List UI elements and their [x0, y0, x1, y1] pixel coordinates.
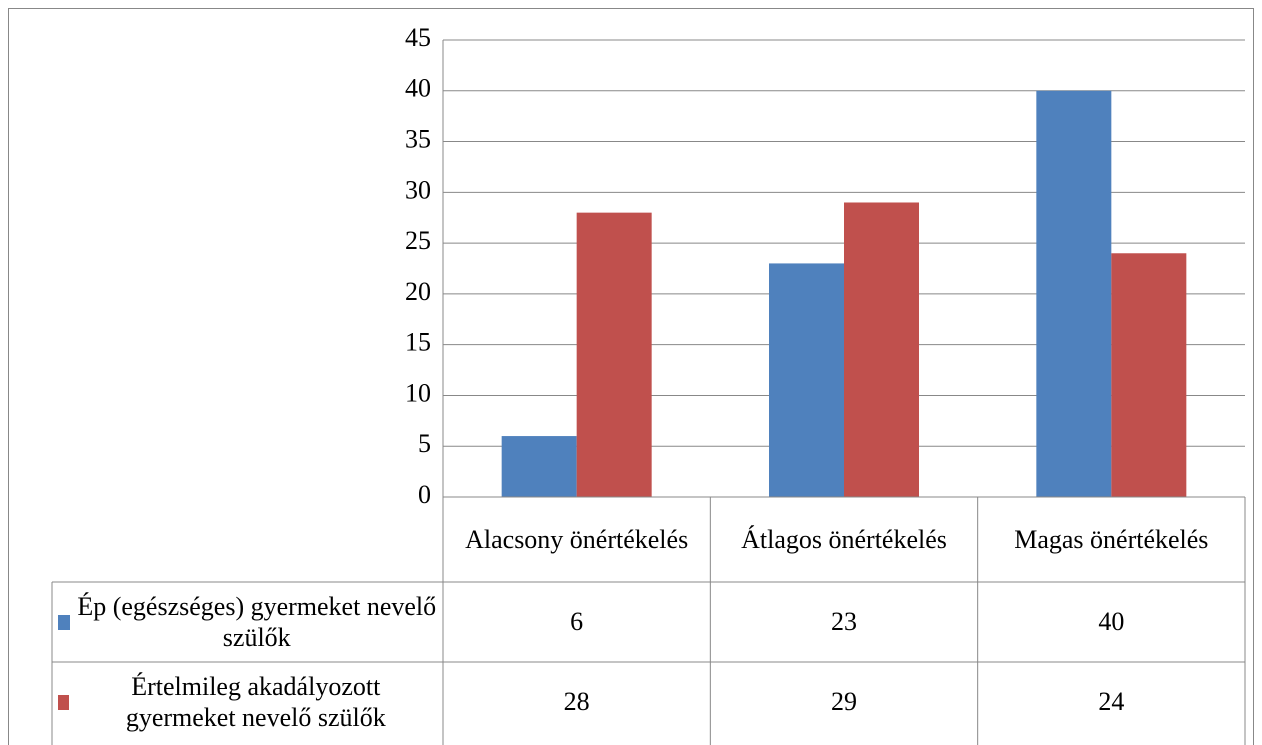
- bar: [1036, 90, 1112, 498]
- bar: [501, 436, 577, 497]
- category-cell-label: Magas önértékelés: [1014, 524, 1209, 554]
- table-value-label: 40: [1098, 607, 1125, 637]
- category-cell-label: Alacsony önértékelés: [465, 524, 689, 554]
- y-tick-label: 0: [418, 480, 431, 509]
- category-cell: Magas önértékelés: [978, 497, 1245, 582]
- table-value: 28: [443, 662, 710, 742]
- table-value: 40: [978, 582, 1245, 662]
- table-value: 24: [978, 662, 1245, 742]
- y-tick-label: 35: [405, 125, 431, 154]
- bar: [576, 212, 652, 497]
- table-value-label: 29: [830, 687, 857, 717]
- category-cell: Alacsony önértékelés: [443, 497, 710, 582]
- category-cell: Átlagos önértékelés: [710, 497, 977, 582]
- chart-border: [8, 8, 1254, 745]
- legend-cell: Értelmileg akadályozott gyermeket nevelő…: [52, 662, 443, 742]
- legend-swatch: [58, 614, 71, 630]
- legend-cell: Ép (egészséges) gyermeket nevelő szülők: [52, 582, 443, 662]
- bar: [844, 202, 919, 497]
- table-value-label: 24: [1098, 687, 1125, 717]
- table-value-label: 23: [830, 607, 857, 637]
- y-tick-label: 25: [405, 226, 431, 255]
- y-tick-label: 40: [405, 74, 431, 103]
- table-value: 29: [710, 662, 977, 742]
- table-value: 6: [443, 582, 710, 662]
- bar: [1111, 253, 1187, 497]
- bar: [769, 263, 844, 497]
- legend-swatch: [58, 694, 69, 710]
- y-tick-label: 30: [405, 175, 431, 204]
- y-tick-label: 20: [405, 277, 431, 306]
- table-value: 23: [710, 582, 977, 662]
- y-tick-label: 5: [418, 429, 431, 458]
- y-tick-label: 10: [405, 378, 431, 407]
- y-tick-label: 15: [405, 328, 431, 357]
- table-value-label: 6: [570, 607, 584, 637]
- y-tick-label: 45: [405, 23, 431, 52]
- category-cell-label: Átlagos önértékelés: [741, 524, 947, 554]
- legend-cell-label: Ép (egészséges) gyermeket nevelő szülők: [77, 591, 437, 652]
- table-value-label: 28: [563, 687, 590, 717]
- legend-cell-label: Értelmileg akadályozott gyermeket nevelő…: [125, 671, 386, 732]
